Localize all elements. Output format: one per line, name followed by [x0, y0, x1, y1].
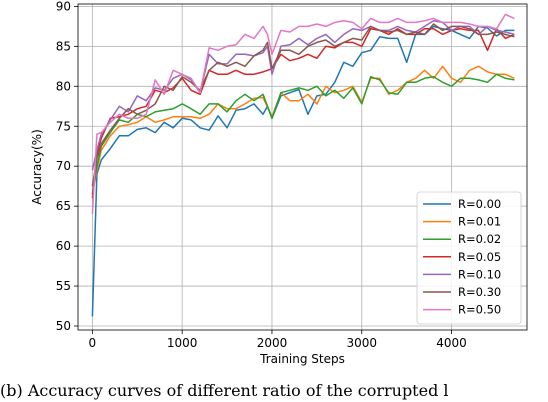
series-line-6	[91, 13, 515, 215]
plot-frame	[77, 3, 528, 331]
y-tick-label: 65	[56, 199, 71, 213]
x-tick-label: 0	[89, 336, 97, 350]
y-tick-label: 55	[56, 279, 71, 293]
x-tick-label: 3000	[346, 336, 377, 350]
x-tick-label: 4000	[436, 336, 467, 350]
x-axis-label: Training Steps	[259, 352, 345, 366]
legend-label: R=0.10	[458, 267, 501, 281]
legend-label: R=0.05	[458, 250, 501, 264]
y-tick-label: 70	[56, 159, 71, 173]
series-line-3	[91, 28, 515, 199]
series-line-4	[91, 20, 515, 171]
legend-label: R=0.02	[458, 232, 501, 246]
axis-ticks: 0 1000 2000 3000 4000 50 55 60 65 70 75 80 85 90	[56, 0, 467, 350]
legend-label: R=0.01	[458, 215, 501, 229]
y-tick-label: 75	[56, 119, 71, 133]
x-tick-label: 2000	[257, 336, 288, 350]
y-tick-label: 50	[56, 319, 71, 333]
y-axis-label: Accuracy(%)	[30, 129, 44, 205]
series-line-1	[91, 65, 515, 195]
legend-box	[416, 191, 522, 325]
y-tick-label: 85	[56, 39, 71, 53]
y-tick-label: 80	[56, 79, 71, 93]
x-tick-label: 1000	[167, 336, 198, 350]
figure-caption: (b) Accuracy curves of different ratio o…	[0, 381, 449, 400]
series-line-5	[91, 23, 515, 187]
y-tick-label: 60	[56, 239, 71, 253]
legend-label: R=0.00	[458, 197, 501, 211]
y-tick-label: 90	[56, 0, 71, 13]
series-line-0	[91, 25, 515, 317]
accuracy-chart: 0 1000 2000 3000 4000 50 55 60 65 70 75 80 85 90 Trai…	[30, 0, 528, 366]
legend-label: R=0.30	[458, 285, 501, 299]
legend-label: R=0.50	[458, 303, 501, 317]
series-line-2	[91, 73, 515, 195]
series-lines	[91, 13, 515, 317]
legend: R=0.00 R=0.01 R=0.02 R=0.05 R=0.10 R=0.30 R=0.…	[416, 191, 522, 325]
